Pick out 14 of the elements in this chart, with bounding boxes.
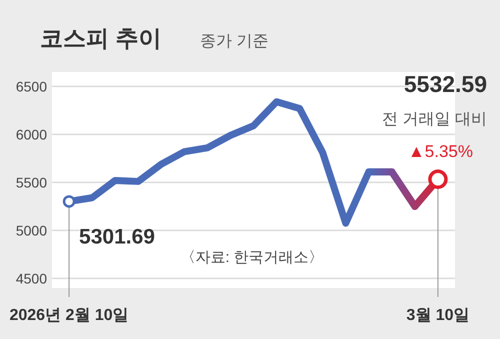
- xtick: 3월 10일: [406, 307, 470, 324]
- subtitle: 종가 기준: [200, 33, 268, 50]
- ytick: 4500: [16, 270, 47, 286]
- annotation: 전 거래일 대비: [382, 111, 487, 128]
- ytick: 6000: [16, 126, 47, 142]
- xtick: 2026년 2월 10일: [9, 307, 129, 324]
- ytick: 6500: [16, 78, 47, 94]
- annotation: ▲5.35%: [408, 142, 473, 161]
- annotation: 〈자료: 한국거래소〉: [180, 249, 324, 266]
- annotation: 5532.59: [404, 71, 487, 97]
- annotation: 5301.69: [79, 225, 155, 248]
- ytick: 5500: [16, 174, 47, 190]
- title: 코스피 추이: [40, 25, 162, 51]
- ytick: 5000: [16, 222, 47, 238]
